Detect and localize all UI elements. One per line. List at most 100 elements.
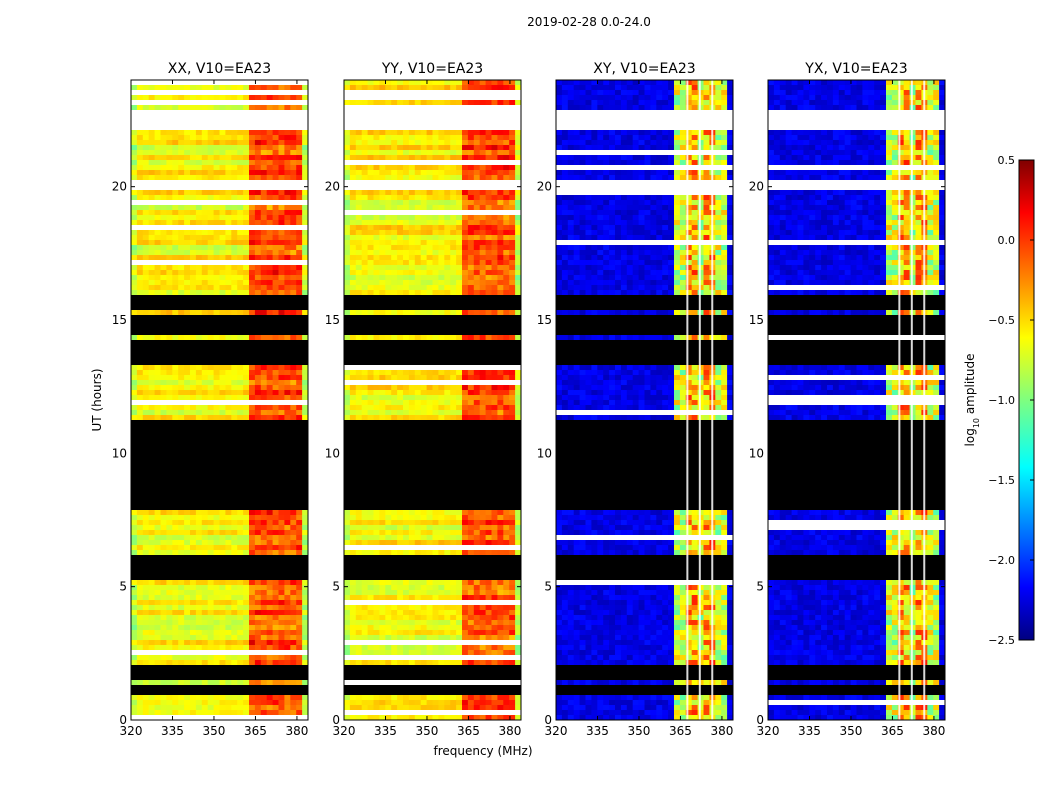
heatmap-cell — [509, 695, 516, 701]
heatmap-cell — [355, 390, 363, 396]
heatmap-cell — [485, 645, 492, 651]
heatmap-cell — [355, 170, 363, 176]
heatmap-cell — [450, 695, 457, 701]
heatmap-cell — [650, 105, 657, 111]
heatmap-cell — [450, 195, 457, 201]
heatmap-cell — [136, 245, 144, 251]
heatmap-cell — [462, 80, 469, 86]
heatmap-cell — [278, 190, 285, 196]
heatmap-cell — [349, 700, 357, 706]
heatmap-cell — [367, 550, 374, 556]
heatmap-cell — [178, 660, 185, 666]
heatmap-cell — [190, 625, 197, 631]
heatmap-cell — [626, 200, 634, 206]
heatmap-cell — [172, 370, 179, 376]
heatmap-cell — [172, 550, 179, 556]
heatmap-cell — [438, 285, 445, 291]
heatmap-cell — [272, 270, 279, 276]
heatmap-cell — [201, 205, 209, 211]
heatmap-cell — [391, 145, 398, 151]
heatmap-cell — [585, 205, 592, 211]
heatmap-cell — [349, 215, 357, 221]
heatmap-cell — [373, 200, 380, 206]
heatmap-cell — [184, 410, 191, 416]
heatmap-cell — [414, 220, 422, 226]
heatmap-cell — [561, 135, 569, 141]
heatmap-cell — [473, 610, 481, 616]
heatmap-cell — [373, 225, 380, 231]
heatmap-cell — [385, 610, 392, 616]
heatmap-cell — [190, 405, 197, 411]
heatmap-cell — [195, 290, 203, 296]
heatmap-cell — [615, 155, 622, 161]
heatmap-cell — [201, 385, 209, 391]
heatmap-cell — [432, 80, 439, 86]
heatmap-cell — [190, 275, 197, 281]
heatmap-cell — [355, 540, 363, 546]
heatmap-cell — [254, 285, 262, 291]
heatmap-cell — [715, 90, 722, 96]
heatmap-cell — [184, 275, 191, 281]
heatmap-cell — [178, 235, 185, 241]
heatmap-cell — [225, 535, 232, 541]
heatmap-cell — [160, 380, 167, 386]
heatmap-cell — [260, 640, 268, 646]
heatmap-cell — [225, 85, 232, 91]
heatmap-cell — [485, 190, 492, 196]
heatmap-cell — [444, 190, 451, 196]
heatmap-cell — [178, 85, 185, 91]
heatmap-cell — [679, 195, 687, 201]
heatmap-cell — [349, 145, 357, 151]
heatmap-cell — [213, 545, 220, 551]
heatmap-cell — [249, 375, 256, 381]
heatmap-cell — [656, 200, 663, 206]
heatmap-cell — [414, 145, 422, 151]
heatmap-cell — [432, 260, 439, 266]
heatmap-cell — [491, 255, 498, 261]
heatmap-cell — [491, 80, 498, 86]
heatmap-cell — [302, 705, 309, 711]
heatmap-cell — [190, 285, 197, 291]
heatmap-cell — [136, 410, 144, 416]
heatmap-cell — [426, 190, 433, 196]
heatmap-cell — [213, 625, 220, 631]
heatmap-cell — [685, 80, 693, 86]
heatmap-cell — [207, 590, 214, 596]
heatmap-cell — [467, 390, 475, 396]
heatmap-cell — [272, 380, 279, 386]
heatmap-cell — [225, 150, 232, 156]
heatmap-cell — [260, 95, 268, 101]
heatmap-cell — [373, 700, 380, 706]
heatmap-cell — [172, 630, 179, 636]
heatmap-cell — [509, 260, 516, 266]
heatmap-cell — [278, 210, 285, 216]
heatmap-cell — [456, 610, 463, 616]
heatmap-cell — [243, 160, 250, 166]
heatmap-cell — [290, 95, 297, 101]
heatmap-cell — [668, 95, 675, 101]
flagged-row — [131, 350, 308, 356]
heatmap-cell — [497, 80, 504, 86]
heatmap-cell — [278, 610, 285, 616]
heatmap-cell — [473, 85, 481, 91]
heatmap-cell — [166, 155, 173, 161]
heatmap-cell — [131, 150, 138, 156]
heatmap-cell — [662, 135, 669, 141]
heatmap-cell — [662, 155, 669, 161]
heatmap-cell — [497, 580, 504, 586]
heatmap-cell — [727, 100, 734, 106]
heatmap-cell — [367, 235, 374, 241]
heatmap-cell — [136, 95, 144, 101]
heatmap-cell — [515, 140, 522, 146]
heatmap-cell — [201, 395, 209, 401]
heatmap-cell — [367, 150, 374, 156]
heatmap-cell — [491, 375, 498, 381]
heatmap-cell — [691, 175, 698, 181]
heatmap-cell — [432, 530, 439, 536]
heatmap-cell — [408, 205, 416, 211]
heatmap-cell — [479, 605, 486, 611]
heatmap-cell — [195, 195, 203, 201]
heatmap-cell — [184, 160, 191, 166]
heatmap-cell — [302, 365, 309, 371]
heatmap-cell — [373, 215, 380, 221]
